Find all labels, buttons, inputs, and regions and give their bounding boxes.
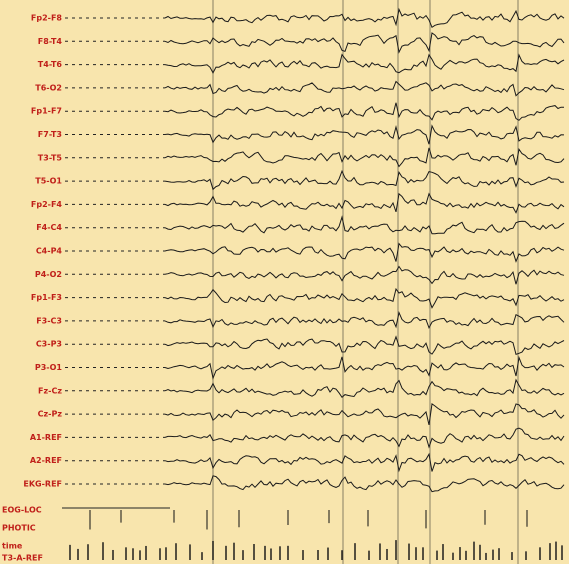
channel-label: Fp1-F7 — [31, 107, 62, 116]
channel-label: F4-C4 — [36, 223, 62, 232]
channel-label: T6-O2 — [35, 83, 62, 92]
channel-label: Fz-Cz — [38, 386, 62, 395]
channel-label: F7-T3 — [38, 130, 62, 139]
channel-label: Cz-Pz — [38, 410, 63, 419]
background — [0, 0, 569, 564]
channel-label: T5-O1 — [35, 177, 62, 186]
channel-label: Fp2-F4 — [31, 200, 63, 209]
channel-label: F8-T4 — [38, 37, 63, 46]
bottom-label: PHOTIC — [2, 524, 36, 533]
channel-label: F3-C3 — [36, 316, 62, 325]
channel-label: Fp1-F3 — [31, 293, 62, 302]
channel-label: P3-O1 — [35, 363, 63, 372]
channel-label: EKG-REF — [23, 480, 62, 489]
bottom-label: time — [2, 542, 23, 551]
channel-label: T4-T6 — [38, 60, 63, 69]
bottom-label: T3-A-REF — [2, 554, 43, 563]
channel-label: P4-O2 — [35, 270, 62, 279]
bottom-label: EOG-LOC — [2, 506, 42, 515]
channel-label: Fp2-F8 — [31, 14, 63, 23]
channel-label: A1-REF — [30, 433, 62, 442]
channel-label: C3-P3 — [36, 340, 62, 349]
channel-label: C4-P4 — [36, 247, 63, 256]
eeg-screen: Fp2-F8 F8-T4 T4-T6 T6-O2 Fp1-F7 F7-T3 T3-T5 T5-… — [0, 0, 569, 564]
channel-label: A2-REF — [30, 456, 62, 465]
channel-label: T3-T5 — [38, 153, 63, 162]
